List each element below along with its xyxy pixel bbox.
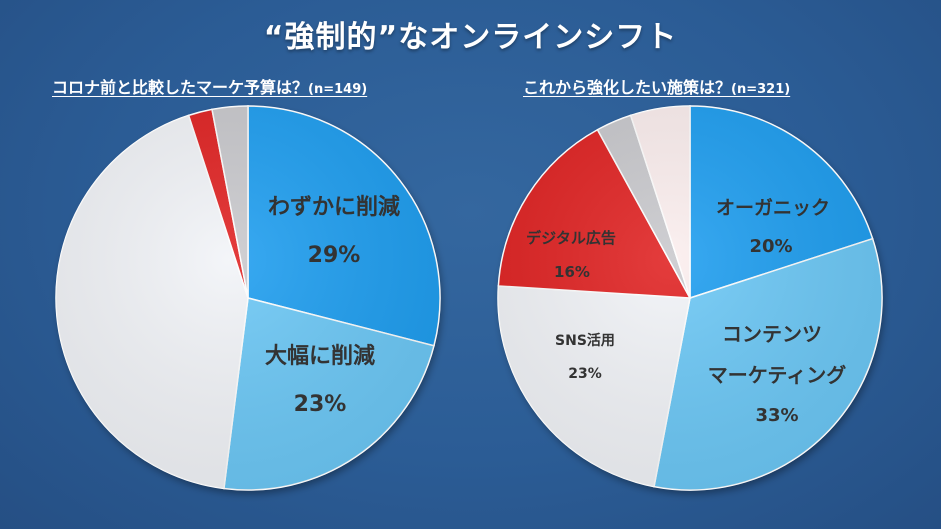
right-slice-label-0: オーガニック (716, 197, 830, 219)
right-slice-value-0: 20% (749, 236, 792, 257)
right-slice-label-2: SNS活用 (555, 332, 615, 349)
left-chart-sample-size: (n=149) (308, 82, 368, 97)
left-chart-title: コロナ前と比較したマーケ予算は？(n=149) (52, 74, 367, 98)
left-pie-chart: わずかに削減 29% 大幅に削減 23% (55, 105, 441, 491)
right-slice-label-1-line-1: マーケティング (708, 363, 846, 387)
right-chart-title-text: これから強化したい施策は？ (523, 78, 732, 97)
left-slice-value-1: 23% (294, 392, 347, 417)
slide-title: “強制的”なオンラインシフト (263, 20, 678, 55)
right-chart-title: これから強化したい施策は？(n=321) (523, 74, 790, 98)
left-slice-value-0: 29% (308, 243, 361, 268)
right-slice-value-2: 23% (568, 366, 602, 382)
right-chart-sample-size: (n=321) (731, 82, 791, 97)
right-slice-value-3: 16% (554, 263, 590, 281)
right-slice-label-3: デジタル広告 (526, 229, 616, 247)
right-slice-label-1-line-0: コンテンツ (722, 322, 822, 346)
right-slice-value-1: 33% (755, 405, 798, 426)
left-slice-label-1: 大幅に削減 (265, 344, 375, 369)
left-chart-title-text: コロナ前と比較したマーケ予算は？ (52, 78, 309, 97)
left-slice-label-0: わずかに削減 (268, 195, 400, 220)
